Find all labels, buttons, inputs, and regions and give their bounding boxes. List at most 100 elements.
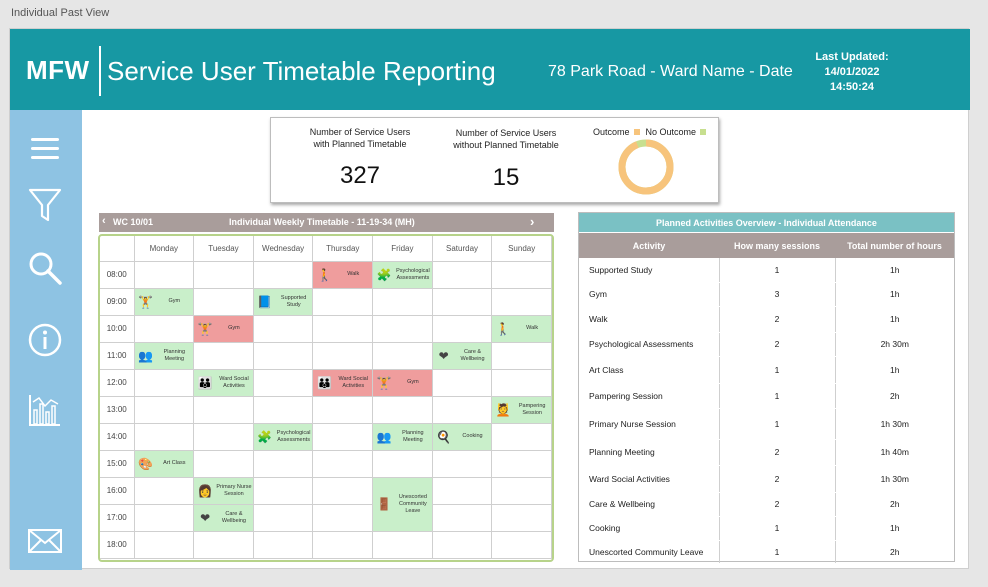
table-row[interactable]: Cooking 1 1h — [579, 516, 954, 541]
timetable-cell[interactable] — [312, 315, 374, 343]
event-cell[interactable]: 📘 Supported Study — [253, 288, 314, 316]
event-cell[interactable]: 👪 Ward Social Activities — [193, 369, 254, 397]
menu-icon[interactable] — [26, 130, 64, 168]
event-cell[interactable]: 🚶 Walk — [491, 315, 552, 343]
timetable-cell[interactable] — [253, 450, 314, 478]
event-cell[interactable]: 🧩 Psychological Assessments — [372, 261, 433, 289]
timetable-cell[interactable] — [193, 261, 254, 289]
timetable-cell[interactable] — [432, 315, 493, 343]
table-row[interactable]: Primary Nurse Session 1 1h 30m — [579, 408, 954, 440]
timetable-cell[interactable] — [312, 396, 374, 424]
timetable-cell[interactable] — [491, 423, 552, 451]
timetable-cell[interactable] — [134, 369, 195, 397]
event-cell[interactable]: 🚶 Walk — [312, 261, 374, 289]
event-cell[interactable]: 👪 Ward Social Activities — [312, 369, 374, 397]
event-cell[interactable]: ❤ Care & Wellbeing — [193, 504, 254, 532]
timetable-cell[interactable] — [193, 342, 254, 370]
timetable-cell[interactable] — [491, 342, 552, 370]
table-row[interactable]: Care & Wellbeing 2 2h — [579, 492, 954, 517]
event-cell[interactable]: 💆 Pampering Session — [491, 396, 552, 424]
timetable-cell[interactable] — [193, 423, 254, 451]
chart-icon[interactable] — [26, 391, 64, 429]
column-header[interactable]: Activity — [579, 233, 719, 258]
event-cell[interactable]: 👩 Primary Nurse Session — [193, 477, 254, 505]
table-row[interactable]: Unescorted Community Leave 1 2h — [579, 540, 954, 564]
column-header[interactable]: How many sessions — [719, 233, 835, 258]
event-cell[interactable]: 🏋 Gym — [372, 369, 433, 397]
timetable-cell[interactable] — [134, 504, 195, 532]
event-cell[interactable]: 🚪 Unescorted Community Leave — [372, 477, 433, 532]
table-row[interactable]: Ward Social Activities 2 1h 30m — [579, 465, 954, 493]
timetable-cell[interactable] — [134, 531, 195, 559]
timetable-cell[interactable] — [253, 396, 314, 424]
timetable-cell[interactable] — [134, 477, 195, 505]
chevron-right-icon[interactable]: › — [530, 214, 535, 229]
timetable-cell[interactable] — [491, 288, 552, 316]
search-icon[interactable] — [26, 249, 64, 287]
event-cell[interactable]: 🍳 Cooking — [432, 423, 493, 451]
timetable-cell[interactable] — [193, 396, 254, 424]
chevron-left-icon[interactable]: ‹ — [102, 215, 106, 227]
timetable-cell[interactable] — [134, 261, 195, 289]
timetable-cell[interactable] — [253, 531, 314, 559]
event-cell[interactable]: 🏋 Gym — [134, 288, 195, 316]
timetable-cell[interactable] — [253, 315, 314, 343]
timetable-cell[interactable] — [372, 315, 433, 343]
timetable-cell[interactable] — [432, 261, 493, 289]
timetable-cell[interactable] — [312, 531, 374, 559]
table-row[interactable]: Art Class 1 1h — [579, 356, 954, 384]
timetable-cell[interactable] — [491, 531, 552, 559]
event-cell[interactable]: 👥 Planning Meeting — [134, 342, 195, 370]
timetable-cell[interactable] — [372, 531, 433, 559]
event-cell[interactable]: ❤ Care & Wellbeing — [432, 342, 493, 370]
filter-icon[interactable] — [26, 186, 64, 224]
table-row[interactable]: Supported Study 1 1h — [579, 258, 954, 283]
timetable-cell[interactable] — [253, 504, 314, 532]
timetable-cell[interactable] — [253, 477, 314, 505]
timetable-cell[interactable] — [253, 261, 314, 289]
timetable-cell[interactable] — [432, 477, 493, 505]
timetable-cell[interactable] — [312, 450, 374, 478]
page-tab-label[interactable]: Individual Past View — [11, 7, 110, 19]
timetable-cell[interactable] — [134, 396, 195, 424]
timetable-cell[interactable] — [193, 450, 254, 478]
mail-icon[interactable] — [26, 522, 64, 560]
timetable-cell[interactable] — [491, 504, 552, 532]
timetable-cell[interactable] — [134, 315, 195, 343]
event-cell[interactable]: 🏋 Gym — [193, 315, 254, 343]
timetable-cell[interactable] — [312, 504, 374, 532]
timetable-cell[interactable] — [372, 450, 433, 478]
timetable-cell[interactable] — [491, 369, 552, 397]
table-row[interactable]: Pampering Session 1 2h — [579, 383, 954, 409]
event-cell[interactable]: 🎨 Art Class — [134, 450, 195, 478]
event-cell[interactable]: 🧩 Psychological Assessments — [253, 423, 314, 451]
timetable-cell[interactable] — [491, 477, 552, 505]
timetable-cell[interactable] — [432, 450, 493, 478]
timetable-cell[interactable] — [253, 342, 314, 370]
table-row[interactable]: Psychological Assessments 2 2h 30m — [579, 332, 954, 357]
timetable-cell[interactable] — [372, 288, 433, 316]
timetable-cell[interactable] — [312, 477, 374, 505]
column-header[interactable]: Total number of hours — [835, 233, 954, 258]
timetable-cell[interactable] — [253, 369, 314, 397]
timetable-cell[interactable] — [312, 288, 374, 316]
timetable-cell[interactable] — [432, 288, 493, 316]
timetable-cell[interactable] — [432, 504, 493, 532]
timetable-cell[interactable] — [491, 261, 552, 289]
timetable-cell[interactable] — [312, 423, 374, 451]
timetable-cell[interactable] — [372, 342, 433, 370]
timetable-cell[interactable] — [193, 531, 254, 559]
table-row[interactable]: Walk 2 1h — [579, 306, 954, 333]
timetable-cell[interactable] — [432, 396, 493, 424]
info-icon[interactable] — [26, 321, 64, 359]
timetable-cell[interactable] — [134, 423, 195, 451]
event-cell[interactable]: 👥 Planning Meeting — [372, 423, 433, 451]
timetable-cell[interactable] — [372, 396, 433, 424]
timetable-cell[interactable] — [432, 531, 493, 559]
table-row[interactable]: Gym 3 1h — [579, 282, 954, 307]
table-row[interactable]: Planning Meeting 2 1h 40m — [579, 439, 954, 466]
timetable-cell[interactable] — [491, 450, 552, 478]
timetable-cell[interactable] — [432, 369, 493, 397]
timetable-cell[interactable] — [312, 342, 374, 370]
timetable-cell[interactable] — [193, 288, 254, 316]
